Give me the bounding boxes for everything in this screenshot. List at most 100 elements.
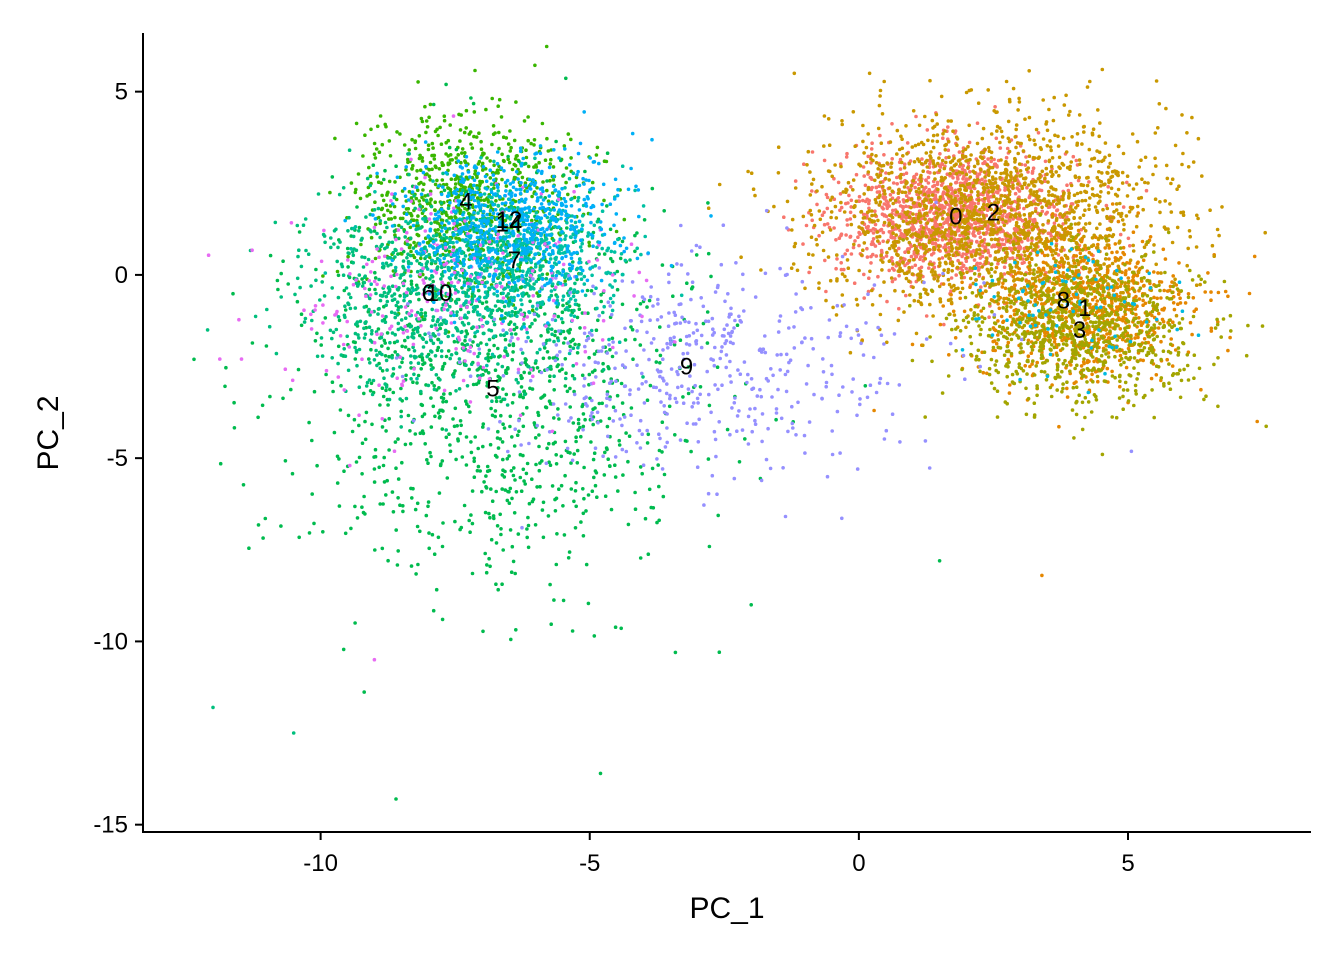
scatter-point xyxy=(1167,362,1171,366)
scatter-point xyxy=(785,199,790,204)
scatter-point xyxy=(871,242,876,246)
scatter-point xyxy=(969,189,974,194)
scatter-point xyxy=(1055,388,1059,392)
scatter-point xyxy=(883,176,888,181)
scatter-point xyxy=(964,178,969,183)
scatter-point xyxy=(1133,336,1137,340)
scatter-point xyxy=(1037,232,1041,236)
scatter-point xyxy=(1100,309,1105,314)
scatter-point xyxy=(1076,178,1081,183)
scatter-point xyxy=(939,94,944,99)
scatter-point xyxy=(1016,203,1020,207)
scatter-point xyxy=(1102,340,1106,344)
scatter-point xyxy=(1123,329,1128,334)
scatter-point xyxy=(981,126,986,131)
scatter-point xyxy=(969,352,973,357)
scatter-point xyxy=(822,210,826,215)
scatter-point xyxy=(1169,337,1173,341)
scatter-point xyxy=(930,268,935,272)
scatter-point xyxy=(857,230,861,235)
scatter-point xyxy=(1016,249,1021,254)
scatter-point xyxy=(1101,286,1106,290)
scatter-point xyxy=(1085,326,1090,330)
scatter-point xyxy=(845,248,850,253)
scatter-point xyxy=(1150,333,1155,337)
scatter-point xyxy=(958,261,962,266)
scatter-point xyxy=(1109,186,1114,191)
scatter-point xyxy=(1154,373,1159,377)
scatter-point xyxy=(854,297,859,302)
scatter-point xyxy=(1139,158,1143,162)
scatter-point xyxy=(1050,343,1054,347)
scatter-point xyxy=(1101,280,1105,285)
scatter-point xyxy=(1150,313,1154,318)
scatter-point xyxy=(1164,106,1168,111)
scatter-point xyxy=(1033,335,1037,340)
scatter-point xyxy=(1153,156,1157,161)
scatter-point xyxy=(937,284,942,289)
scatter-point xyxy=(863,183,868,188)
scatter-point xyxy=(844,155,849,159)
scatter-point xyxy=(1011,217,1015,221)
scatter-point xyxy=(1141,298,1145,303)
scatter-point xyxy=(1003,259,1007,263)
scatter-point xyxy=(1168,202,1172,206)
scatter-point xyxy=(1056,144,1061,148)
scatter-point xyxy=(1005,304,1009,309)
scatter-point xyxy=(1038,228,1042,233)
scatter-point xyxy=(880,112,885,116)
scatter-point xyxy=(923,257,928,261)
scatter-point xyxy=(1023,272,1028,277)
scatter-point xyxy=(929,288,934,293)
scatter-point xyxy=(927,266,931,270)
scatter-point xyxy=(1123,304,1127,309)
scatter-point xyxy=(1056,253,1061,257)
scatter-point xyxy=(1014,174,1018,178)
scatter-point xyxy=(1052,277,1056,282)
scatter-point xyxy=(1060,259,1065,263)
scatter-point xyxy=(931,184,935,189)
scatter-point xyxy=(1195,213,1199,218)
scatter-point xyxy=(1088,79,1092,84)
scatter-point xyxy=(1067,314,1072,318)
scatter-point xyxy=(1085,176,1089,180)
scatter-point xyxy=(1006,195,1010,200)
scatter-point xyxy=(937,168,942,173)
scatter-point xyxy=(936,187,940,192)
scatter-point xyxy=(835,279,839,283)
scatter-point xyxy=(1032,272,1036,276)
scatter-point xyxy=(974,180,978,185)
scatter-point xyxy=(1078,347,1083,351)
scatter-point xyxy=(891,262,895,266)
scatter-point xyxy=(873,178,877,183)
scatter-point xyxy=(992,321,997,325)
scatter-point xyxy=(970,317,975,321)
scatter-point xyxy=(1068,369,1072,374)
scatter-point xyxy=(1125,194,1130,198)
scatter-point xyxy=(1120,218,1125,222)
scatter-point xyxy=(907,161,912,166)
scatter-point xyxy=(1034,340,1038,345)
scatter-point xyxy=(1110,174,1115,179)
scatter-point xyxy=(901,154,905,158)
scatter-point xyxy=(993,270,997,274)
scatter-point xyxy=(923,217,927,221)
scatter-point xyxy=(1008,178,1013,182)
scatter-point xyxy=(1106,171,1110,175)
scatter-point xyxy=(1010,372,1015,377)
scatter-point xyxy=(1148,235,1153,239)
scatter-point xyxy=(1045,144,1050,148)
scatter-point xyxy=(916,195,921,200)
scatter-point xyxy=(1042,244,1047,249)
scatter-point xyxy=(1110,296,1114,301)
scatter-point xyxy=(1050,174,1054,178)
scatter-point xyxy=(934,112,939,117)
scatter-point xyxy=(931,145,936,150)
scatter-point xyxy=(809,213,814,217)
scatter-point xyxy=(1034,364,1038,368)
scatter-point xyxy=(1009,299,1014,304)
scatter-point xyxy=(1017,362,1022,366)
scatter-point xyxy=(900,146,905,151)
scatter-point xyxy=(1182,367,1186,372)
scatter-point xyxy=(1001,320,1005,325)
